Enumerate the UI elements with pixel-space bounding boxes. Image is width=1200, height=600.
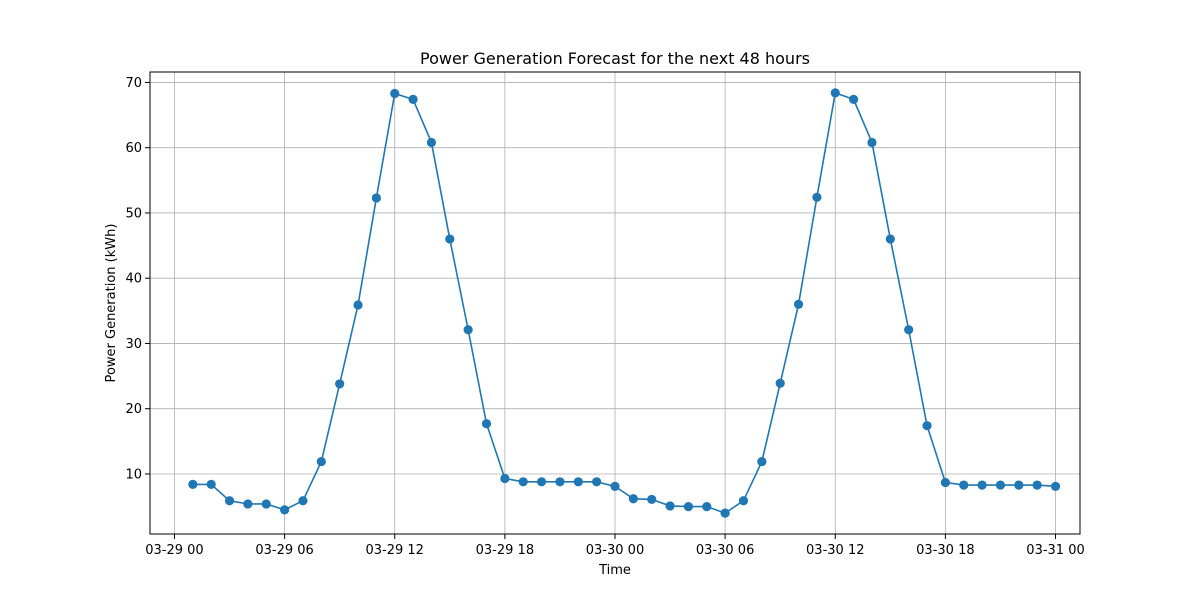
data-point xyxy=(610,481,620,491)
data-point xyxy=(390,88,400,99)
data-point xyxy=(922,421,932,431)
data-point xyxy=(1032,480,1042,490)
data-point xyxy=(830,88,840,98)
data-point xyxy=(408,94,418,105)
y-tick-label: 50 xyxy=(125,206,142,221)
data-point xyxy=(867,137,877,148)
series-line-group xyxy=(192,91,1056,515)
data-point xyxy=(757,456,767,467)
x-tick-label: 03-30 12 xyxy=(806,543,864,558)
data-point xyxy=(335,379,345,389)
data-point xyxy=(261,499,271,509)
data-point xyxy=(702,501,712,512)
data-point xyxy=(683,501,694,512)
grid xyxy=(150,72,1080,534)
chart-title: Power Generation Forecast for the next 4… xyxy=(420,49,810,68)
data-point xyxy=(628,494,638,504)
data-point xyxy=(316,456,326,467)
data-point xyxy=(977,480,987,490)
data-point xyxy=(206,479,216,490)
data-point xyxy=(1014,480,1024,490)
data-point xyxy=(518,477,528,487)
data-point xyxy=(904,325,914,335)
data-point xyxy=(995,480,1006,490)
y-tick-label: 60 xyxy=(125,141,142,156)
x-axis-title: Time xyxy=(598,563,631,578)
data-point xyxy=(280,505,290,515)
data-point xyxy=(445,234,455,244)
data-point xyxy=(500,473,510,484)
data-point xyxy=(647,494,657,505)
data-point xyxy=(536,477,547,487)
data-point xyxy=(665,501,675,511)
y-tick-label: 20 xyxy=(125,402,142,417)
data-point xyxy=(188,479,198,490)
y-axis-ticks: 10 20 30 40 50 60 70 xyxy=(125,76,150,482)
data-point xyxy=(463,325,473,335)
y-axis-title: Power Generation (kWh) xyxy=(104,224,119,383)
y-tick-label: 10 xyxy=(125,467,142,482)
data-point xyxy=(940,477,950,488)
series-line xyxy=(192,91,1056,515)
data-point xyxy=(775,378,785,388)
y-tick-label: 30 xyxy=(125,337,142,352)
x-tick-label: 03-29 00 xyxy=(145,543,203,558)
data-point xyxy=(849,94,859,105)
data-point xyxy=(573,477,583,487)
data-point xyxy=(959,480,969,490)
data-point xyxy=(426,137,437,148)
data-point xyxy=(720,508,730,518)
x-tick-label: 03-30 06 xyxy=(696,543,754,558)
x-tick-label: 03-31 00 xyxy=(1026,543,1084,558)
data-point xyxy=(224,496,235,506)
x-tick-label: 03-29 18 xyxy=(476,543,534,558)
y-tick-label: 40 xyxy=(125,272,142,287)
data-point xyxy=(738,496,749,506)
data-point xyxy=(371,193,381,203)
y-tick-label: 70 xyxy=(125,76,142,91)
data-point xyxy=(592,477,602,487)
x-tick-label: 03-30 18 xyxy=(916,543,974,558)
data-point xyxy=(1050,481,1061,491)
series-markers xyxy=(188,88,1061,518)
data-point xyxy=(812,192,822,202)
x-tick-label: 03-30 00 xyxy=(586,543,644,558)
data-point xyxy=(793,299,804,309)
x-tick-label: 03-29 06 xyxy=(255,543,313,558)
data-point xyxy=(481,419,492,429)
data-point xyxy=(298,496,308,506)
x-axis-ticks: 03-29 00 03-29 06 03-29 12 03-29 18 03-30 00… xyxy=(145,534,1085,558)
data-point xyxy=(555,477,565,487)
data-point xyxy=(885,234,895,244)
x-tick-label: 03-29 12 xyxy=(366,543,424,558)
data-point xyxy=(243,499,253,509)
data-point xyxy=(353,300,363,310)
